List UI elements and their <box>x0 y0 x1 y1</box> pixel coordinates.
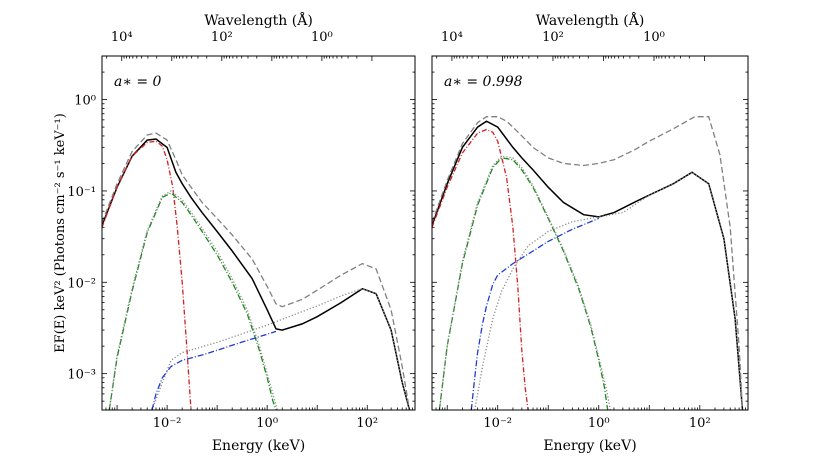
series-line-comptonized <box>151 288 411 410</box>
series-line-dotted <box>438 155 612 410</box>
chart-panel-1: 10⁻² 10⁰ 10² 10⁻³ 10⁻² 10⁻¹ 10⁰ 10⁴ 10² 10⁰ Energy… <box>53 11 416 454</box>
x-axis-label: Energy (keV) <box>543 438 636 454</box>
series-line-powerlaw <box>470 217 600 410</box>
series-line-disk-warm <box>108 192 277 410</box>
top-tick-label: 10² <box>542 30 564 45</box>
spin-annotation: a∗ = 0 <box>114 74 161 90</box>
series-line-upper <box>102 132 411 410</box>
series-line-dotted <box>108 190 279 410</box>
top-tick-label: 10⁰ <box>643 30 665 45</box>
y-tick-label: 10⁻³ <box>67 368 96 383</box>
series-line-total <box>432 120 744 410</box>
x-tick-label: 10² <box>689 416 711 431</box>
y-axis-label: EF(E) keV² (Photons cm⁻² s⁻¹ keV⁻¹) <box>53 113 68 353</box>
series-line-total <box>102 138 411 410</box>
y-tick-label: 10⁰ <box>74 94 96 109</box>
plot-frame <box>101 55 416 411</box>
x-tick-label: 10⁰ <box>588 416 610 431</box>
series-group <box>432 116 744 410</box>
top-tick-label: 10⁰ <box>311 30 333 45</box>
x-tick-label: 10⁻² <box>153 416 182 431</box>
top-axis-label: Wavelength (Å) <box>536 11 645 29</box>
top-tick-label: 10⁴ <box>441 30 463 45</box>
series-line-powerlaw <box>151 330 277 410</box>
series-group <box>102 132 411 410</box>
spin-annotation: a∗ = 0.998 <box>444 74 523 90</box>
x-axis-label: Energy (keV) <box>212 438 305 454</box>
x-tick-label: 10⁰ <box>256 416 278 431</box>
y-tick-label: 10⁻² <box>67 276 96 291</box>
series-line-disk-cold <box>102 140 192 410</box>
top-axis-label: Wavelength (Å) <box>204 11 313 29</box>
series-line-upper <box>432 116 744 410</box>
x-tick-label: 10² <box>356 416 378 431</box>
x-tick-label: 10⁻² <box>483 416 512 431</box>
y-tick-label: 10⁻¹ <box>67 185 96 200</box>
plot-frame <box>431 55 749 411</box>
series-line-comptonized <box>474 171 744 410</box>
chart-panel-2: 10⁻² 10⁰ 10² 10⁴ 10² 10⁰ Energy (keV) Wavelengt… <box>431 11 749 454</box>
top-tick-label: 10² <box>211 30 233 45</box>
series-line-disk-cold <box>432 128 529 410</box>
top-tick-label: 10⁴ <box>111 30 133 45</box>
